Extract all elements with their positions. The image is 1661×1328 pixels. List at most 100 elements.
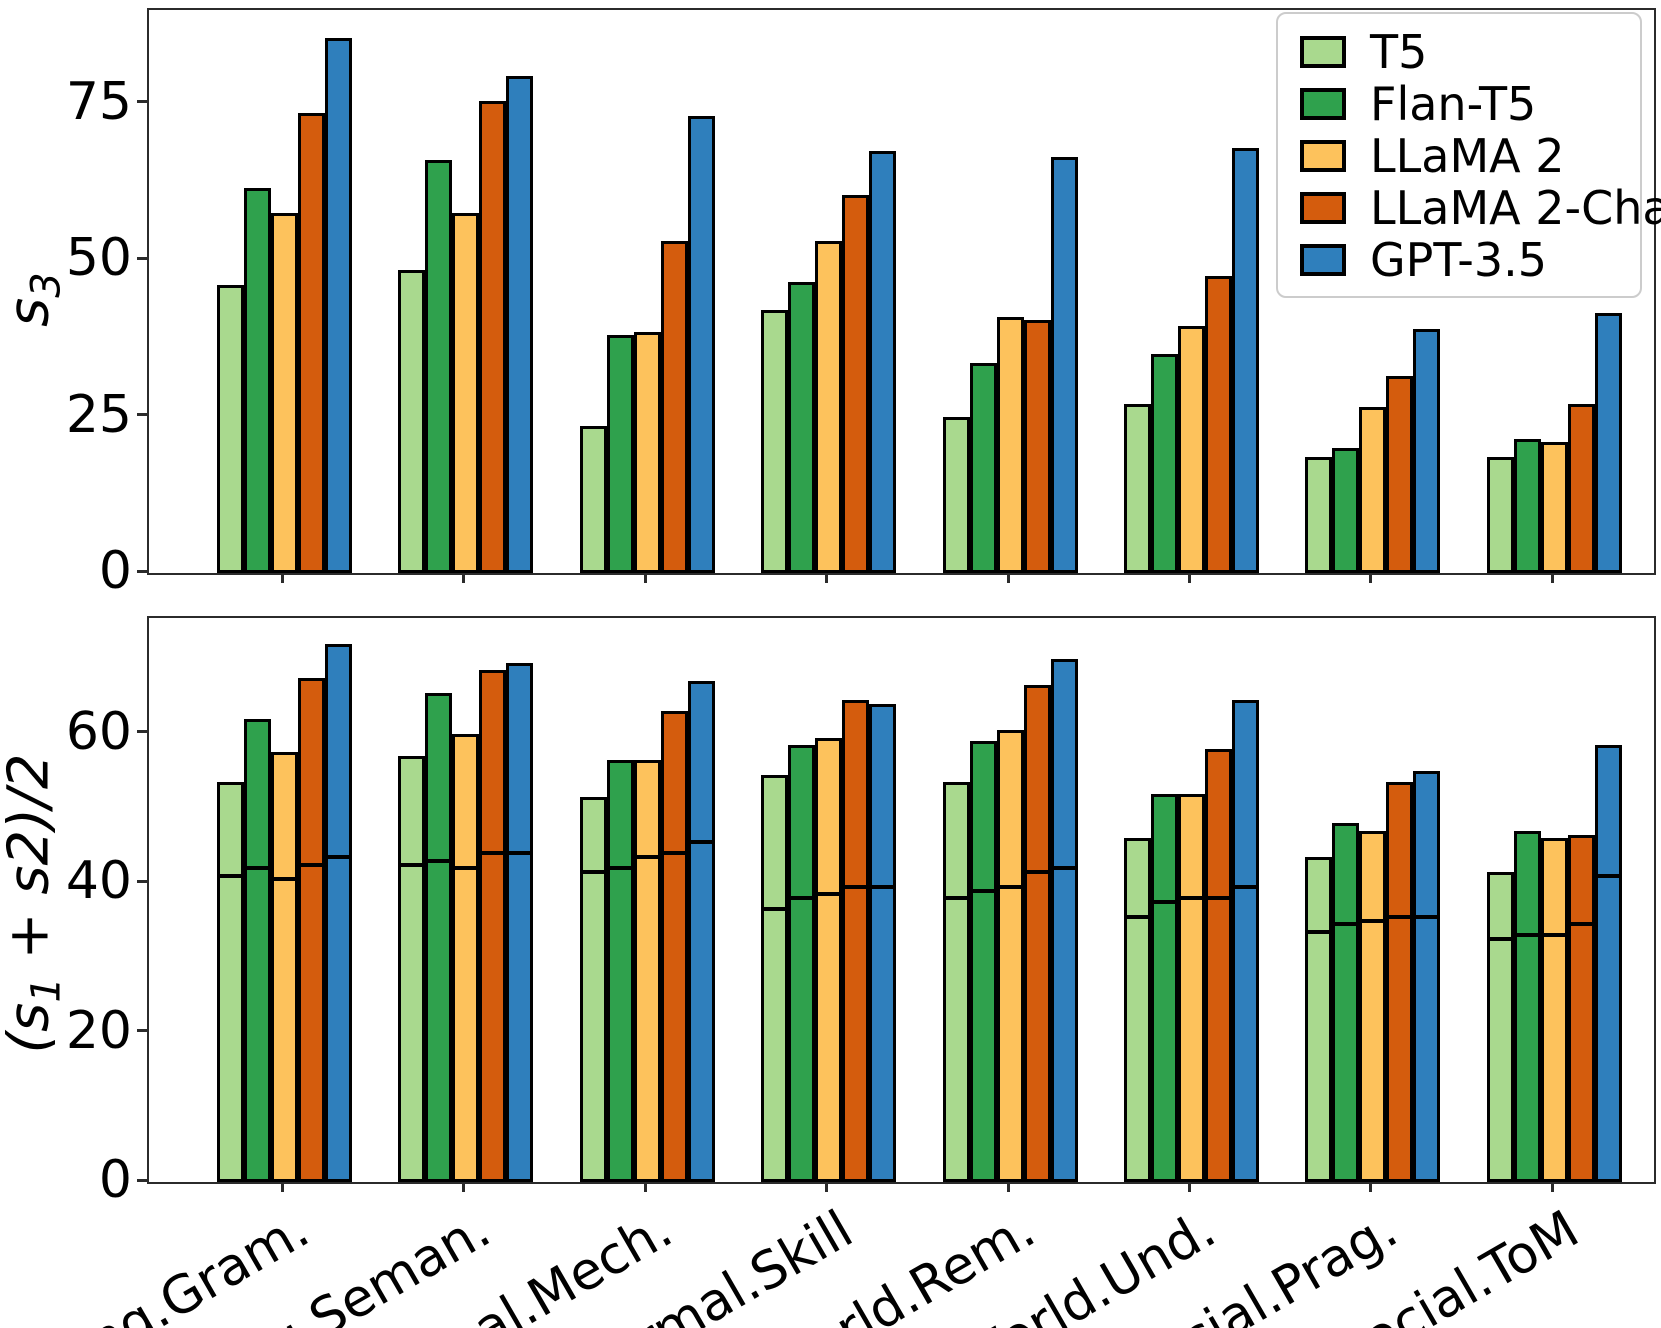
bar-bottom-llama-2-ling-seman [452,734,480,1182]
bar-bottom-t5-world-und [1124,838,1151,1182]
bar-bottom-llama-2-chat-formal-skill [842,700,870,1182]
bar-bottom-t5-social-prag [1305,857,1333,1182]
bar-top-gpt-3-5-world-rem [1050,157,1078,573]
bar-divider-bottom-gpt-3-5-world-und [1232,885,1259,889]
bar-bottom-flan-t5-world-rem [969,741,997,1182]
x-tick-mark [1006,573,1010,583]
bar-top-flan-t5-social-tom [1513,439,1541,573]
bar-bottom-gpt-3-5-formal-mech [687,681,715,1182]
bar-divider-bottom-gpt-3-5-ling-gram [325,855,352,859]
bar-bottom-gpt-3-5-social-tom [1594,745,1622,1182]
bar-top-gpt-3-5-social-tom [1594,313,1622,573]
x-tick-mark [1188,1182,1191,1192]
bar-bottom-llama-2-chat-ling-seman [479,670,507,1182]
bar-top-flan-t5-formal-mech [606,335,634,573]
bar-divider-bottom-gpt-3-5-formal-mech [687,840,715,844]
y-tick-mark [137,256,147,260]
bar-divider-bottom-llama-2-ling-gram [271,877,298,881]
bar-divider-bottom-gpt-3-5-social-prag [1413,915,1441,919]
bar-bottom-llama-2-chat-formal-mech [660,711,688,1182]
x-tick-mark [825,573,829,583]
bar-divider-bottom-flan-t5-social-prag [1332,922,1360,926]
bar-divider-bottom-gpt-3-5-formal-skill [869,885,897,889]
y-tick-label-top-75: 75 [65,71,132,132]
y-tick-label-bottom-20: 20 [65,1000,132,1061]
bar-bottom-t5-formal-mech [579,797,607,1182]
bar-bottom-llama-2-ling-gram [271,752,298,1182]
bar-top-llama-2-world-rem [996,317,1024,573]
bar-divider-bottom-llama-2-social-prag [1359,919,1387,923]
x-tick-mark [281,573,284,583]
bar-top-gpt-3-5-formal-skill [869,151,897,573]
bar-bottom-llama-2-formal-mech [633,760,661,1182]
bar-bottom-t5-ling-gram [217,782,244,1182]
x-tick-mark [1188,573,1191,583]
bar-divider-bottom-llama-2-chat-formal-mech [660,851,688,855]
bar-top-llama-2-chat-social-prag [1386,376,1414,573]
legend-swatch-t5 [1300,36,1346,68]
legend-swatch-flan-t5 [1300,88,1346,120]
bar-top-gpt-3-5-social-prag [1413,329,1441,573]
x-tick-mark [281,1182,284,1192]
bar-top-llama-2-social-prag [1359,407,1387,573]
x-tick-mark [1369,1182,1373,1192]
bar-top-flan-t5-ling-seman [425,160,453,573]
bar-top-t5-world-und [1124,404,1151,573]
bottom-panel-plot-area [147,616,1656,1184]
bar-bottom-gpt-3-5-ling-gram [325,644,352,1182]
bar-top-gpt-3-5-world-und [1232,148,1259,573]
y-tick-label-top-25: 25 [65,384,132,445]
bar-top-t5-formal-skill [761,310,789,573]
bar-divider-bottom-flan-t5-world-rem [969,889,997,893]
legend-entry-flan-t5: Flan-T5 [1300,78,1640,130]
bar-bottom-t5-social-tom [1486,872,1514,1182]
bar-bottom-llama-2-chat-social-prag [1386,782,1414,1182]
y-tick-mark [137,1029,147,1033]
y-tick-label-top-0: 0 [98,541,132,601]
bar-top-llama-2-chat-ling-seman [479,101,507,573]
x-tick-mark [643,1182,647,1192]
bar-divider-bottom-flan-t5-ling-gram [244,866,271,870]
bar-bottom-flan-t5-formal-skill [788,745,816,1182]
y-tick-mark [137,730,147,734]
bar-divider-bottom-t5-ling-seman [398,863,426,867]
y-axis-label-bottom-sub: 1 [23,977,70,1003]
bar-divider-bottom-llama-2-formal-mech [633,855,661,859]
y-tick-label-bottom-60: 60 [65,701,132,762]
bar-top-gpt-3-5-ling-seman [506,76,534,573]
bar-bottom-t5-world-rem [942,782,970,1182]
bar-bottom-flan-t5-social-prag [1332,823,1360,1182]
y-tick-label-bottom-40: 40 [65,851,132,912]
legend-entry-llama-2-chat: LLaMA 2-Chat [1300,182,1661,234]
x-tick-mark [643,573,647,583]
bar-bottom-flan-t5-ling-seman [425,693,453,1182]
bar-top-t5-social-prag [1305,457,1333,573]
bar-divider-bottom-llama-2-chat-world-rem [1023,870,1051,874]
bar-bottom-gpt-3-5-world-rem [1050,659,1078,1182]
bar-top-llama-2-chat-world-und [1205,276,1232,573]
bar-divider-bottom-t5-formal-mech [579,870,607,874]
bar-top-t5-social-tom [1486,457,1514,573]
bar-bottom-gpt-3-5-world-und [1232,700,1259,1182]
x-tick-mark [825,1182,829,1192]
bar-divider-bottom-llama-2-chat-social-tom [1567,922,1595,926]
bar-divider-bottom-llama-2-chat-social-prag [1386,915,1414,919]
bar-divider-bottom-t5-formal-skill [761,907,789,911]
legend-label-t5: T5 [1370,25,1428,79]
bar-divider-bottom-gpt-3-5-world-rem [1050,866,1078,870]
x-tick-mark [1006,1182,1010,1192]
legend-label-llama-2: LLaMA 2 [1370,129,1565,183]
y-tick-label-bottom-0: 0 [98,1150,132,1210]
y-tick-mark [137,413,147,417]
bar-divider-bottom-flan-t5-formal-mech [606,866,634,870]
bar-divider-bottom-llama-2-world-rem [996,885,1024,889]
bar-divider-bottom-t5-world-und [1124,915,1151,919]
bar-top-flan-t5-world-und [1151,354,1178,573]
y-axis-label-top-base: s [0,297,62,327]
bar-top-llama-2-formal-skill [815,241,843,573]
bar-bottom-llama-2-chat-ling-gram [298,678,325,1182]
bar-divider-bottom-llama-2-world-und [1178,896,1205,900]
bar-top-flan-t5-formal-skill [788,282,816,573]
bar-bottom-llama-2-social-tom [1540,838,1568,1182]
